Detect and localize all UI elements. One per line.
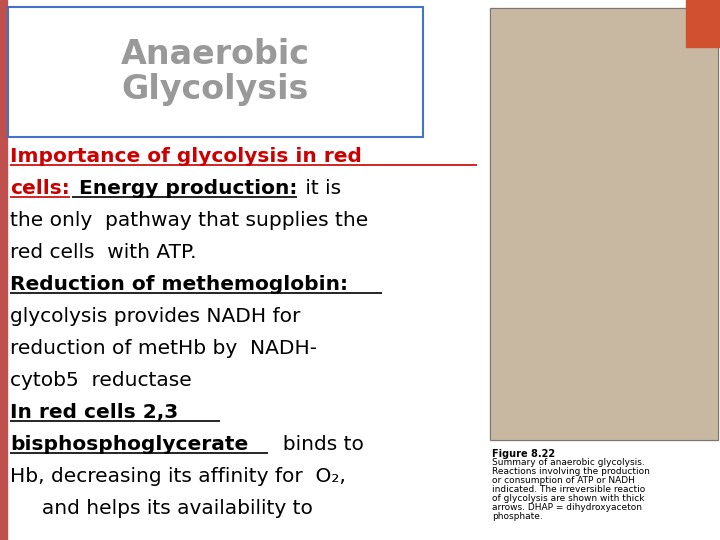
Text: or consumption of ATP or NADH: or consumption of ATP or NADH (492, 476, 635, 485)
Text: of glycolysis are shown with thick: of glycolysis are shown with thick (492, 494, 644, 503)
Text: reduction of metHb by  NADH-: reduction of metHb by NADH- (10, 339, 317, 358)
Text: Summary of anaerobic glycolysis.: Summary of anaerobic glycolysis. (492, 458, 644, 467)
Text: bisphosphoglycerate: bisphosphoglycerate (10, 435, 248, 454)
Bar (490, 445, 718, 535)
Bar (686, 0, 720, 47)
Text: binds to: binds to (270, 435, 364, 454)
Text: red cells  with ATP.: red cells with ATP. (10, 243, 197, 262)
Text: and helps its availability to: and helps its availability to (10, 499, 313, 518)
Bar (0, 0, 7, 540)
Text: cytob5  reductase: cytob5 reductase (10, 371, 192, 390)
Text: Figure 8.22: Figure 8.22 (492, 449, 555, 459)
Text: arrows. DHAP = dihydroxyaceton: arrows. DHAP = dihydroxyaceton (492, 503, 642, 512)
Text: cells:: cells: (10, 179, 70, 198)
Text: the only  pathway that supplies the: the only pathway that supplies the (10, 211, 368, 230)
Text: Reduction of methemoglobin:: Reduction of methemoglobin: (10, 275, 348, 294)
Text: Energy production:: Energy production: (72, 179, 297, 198)
Text: glycolysis provides NADH for: glycolysis provides NADH for (10, 307, 300, 326)
Text: it is: it is (299, 179, 341, 198)
FancyBboxPatch shape (8, 7, 423, 137)
FancyBboxPatch shape (490, 8, 718, 440)
Text: In red cells 2,3: In red cells 2,3 (10, 403, 179, 422)
Text: Importance of glycolysis in red: Importance of glycolysis in red (10, 147, 362, 166)
Text: phosphate.: phosphate. (492, 512, 543, 521)
Text: indicated. The irreversible reactio: indicated. The irreversible reactio (492, 485, 645, 494)
Bar (490, 8, 718, 440)
Text: Hb, decreasing its affinity for  O₂,: Hb, decreasing its affinity for O₂, (10, 467, 346, 486)
Text: Reactions involving the production: Reactions involving the production (492, 467, 650, 476)
Text: Anaerobic
Glycolysis: Anaerobic Glycolysis (121, 38, 310, 106)
